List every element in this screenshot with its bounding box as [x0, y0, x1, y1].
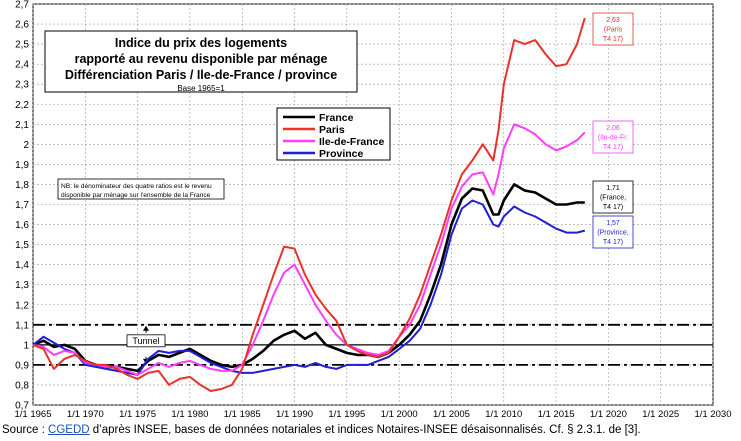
end-label-text: (France,	[600, 195, 626, 202]
chart-title-line: Indice du prix des logements	[115, 36, 287, 50]
end-label-text: T4 17)	[603, 36, 623, 43]
end-label-text: 2,06	[606, 125, 620, 132]
source-prefix: Source :	[2, 424, 49, 436]
x-tick-label: 1/1 1965	[15, 409, 52, 420]
end-label-box	[592, 215, 634, 249]
title-box	[44, 30, 358, 93]
end-label-text: 1,71	[606, 185, 620, 192]
x-tick-label: 1/1 1980	[171, 409, 208, 420]
y-tick-label: 1	[23, 340, 29, 351]
tunnel-label: Tunnel	[132, 336, 159, 346]
end-label-text: (Province,	[597, 230, 629, 237]
end-label-box	[592, 180, 634, 214]
y-tick-label: 0,7	[15, 401, 29, 412]
x-tick-label: 1/1 2025	[642, 409, 679, 420]
source-caption: Source : CGEDD d’après INSEE, bases de d…	[2, 424, 641, 436]
series-line-paris	[32, 17, 586, 392]
y-tick-label: 2,5	[15, 40, 29, 51]
y-tick-label: 1,1	[15, 320, 29, 331]
y-tick-label: 2,1	[15, 120, 29, 131]
end-label-text: T4 17)	[603, 204, 623, 211]
x-tick-label: 1/1 1990	[276, 409, 313, 420]
y-tick-label: 1,8	[15, 180, 29, 191]
y-tick-label: 1,6	[15, 220, 29, 231]
y-tick-label: 1,4	[15, 260, 29, 271]
y-tick-label: 2,3	[15, 80, 29, 91]
end-label-text: (Paris	[604, 27, 623, 34]
x-tick-label: 1/1 1975	[119, 409, 156, 420]
y-tick-label: 2	[23, 140, 29, 151]
y-tick-label: 0,8	[15, 380, 29, 391]
y-tick-label: 2,7	[15, 0, 29, 11]
end-label-box	[592, 120, 634, 154]
end-label-text: 1,57	[606, 220, 620, 227]
legend-label: Province	[319, 148, 364, 160]
y-tick-label: 1,2	[15, 300, 29, 311]
chart-subtitle: Base 1965=1	[177, 84, 225, 93]
x-tick-label: 1/1 2015	[538, 409, 575, 420]
x-tick-label: 1/1 1995	[328, 409, 365, 420]
legend-label: France	[319, 112, 354, 124]
series-line-province	[32, 199, 586, 376]
series-line-ile-de-france	[32, 123, 586, 376]
x-tick-label: 1/1 1985	[224, 409, 261, 420]
x-tick-label: 1/1 2030	[695, 409, 732, 420]
y-tick-label: 1,5	[15, 240, 29, 251]
source-suffix: d’après INSEE, bases de données notarial…	[89, 424, 641, 436]
end-label-text: T4 17)	[603, 144, 623, 151]
x-tick-label: 1/1 2020	[590, 409, 627, 420]
y-tick-label: 1,3	[15, 280, 29, 291]
x-tick-label: 1/1 2000	[381, 409, 418, 420]
y-tick-label: 1,7	[15, 200, 29, 211]
note-box	[57, 178, 225, 200]
x-tick-label: 1/1 2005	[433, 409, 470, 420]
x-tick-label: 1/1 1970	[67, 409, 104, 420]
note-text-line: NB: le dénominateur des quatre ratios es…	[61, 183, 212, 190]
y-tick-label: 0,9	[15, 360, 29, 371]
x-tick-label: 1/1 2010	[485, 409, 522, 420]
end-label-text: T4 17)	[603, 239, 623, 246]
y-tick-label: 2,6	[15, 20, 29, 31]
tunnel-arrowhead-up	[143, 325, 149, 331]
legend-label: Ile-de-France	[319, 136, 385, 148]
chart-svg: 0,7 0,8 0,9 1 1,1 1,2 1,3 1,4 1,5 1,6 1,7 1,8 1,9 2 2,…	[15, 0, 732, 420]
end-label-text: 2,63	[606, 17, 620, 24]
series-line-france	[32, 183, 585, 373]
note-text-line: disponible par ménage sur l'ensemble de …	[61, 192, 211, 199]
y-tick-label: 2,4	[15, 60, 29, 71]
chart-title-line: rapporté au revenu disponible par ménage	[75, 52, 328, 66]
legend-label: Paris	[319, 124, 345, 136]
end-label-box	[592, 12, 634, 46]
tunnel-label-box	[126, 334, 166, 348]
end-label-text: (Ile-de-Fr.	[598, 135, 628, 142]
source-link-cgedd[interactable]: CGEDD	[48, 424, 90, 436]
y-tick-label: 2,2	[15, 100, 29, 111]
y-tick-label: 1,9	[15, 160, 29, 171]
chart-title-line: Différenciation Paris / Ile-de-France / …	[65, 68, 337, 82]
